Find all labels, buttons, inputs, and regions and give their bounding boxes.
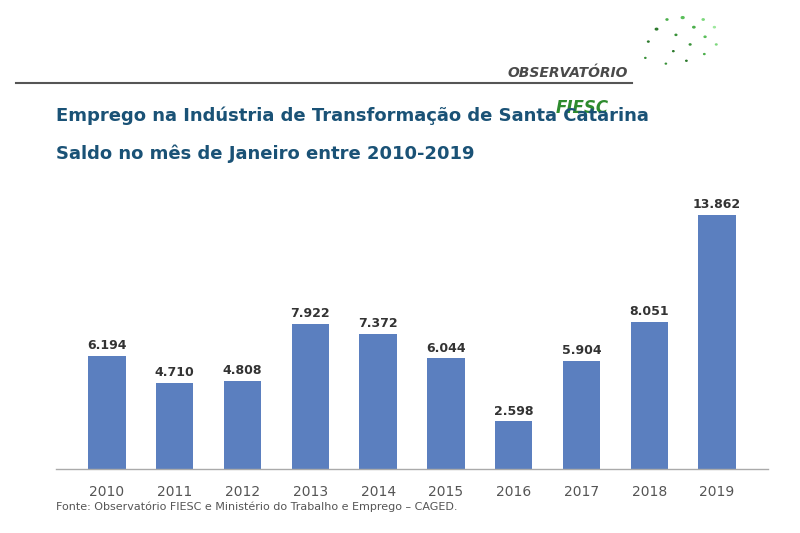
Circle shape xyxy=(647,41,649,42)
Circle shape xyxy=(686,60,687,61)
Circle shape xyxy=(655,28,658,30)
Circle shape xyxy=(702,19,704,20)
Text: 6.044: 6.044 xyxy=(426,342,466,354)
Bar xyxy=(156,383,194,469)
Text: 8.051: 8.051 xyxy=(630,305,669,318)
Text: Emprego na Indústria de Transformação de Santa Catarina: Emprego na Indústria de Transformação de… xyxy=(56,107,649,125)
Circle shape xyxy=(673,51,674,52)
Bar xyxy=(427,358,465,469)
Text: 5.904: 5.904 xyxy=(562,344,602,357)
Text: 7.372: 7.372 xyxy=(358,317,398,330)
Circle shape xyxy=(714,27,715,28)
Bar xyxy=(630,321,668,469)
Text: 4.710: 4.710 xyxy=(155,366,194,379)
Bar xyxy=(292,324,329,469)
Text: 6.194: 6.194 xyxy=(87,339,126,352)
Text: 13.862: 13.862 xyxy=(693,198,741,212)
Circle shape xyxy=(693,27,695,28)
Bar xyxy=(224,381,261,469)
Circle shape xyxy=(682,17,684,19)
Text: 7.922: 7.922 xyxy=(290,307,330,320)
Bar xyxy=(698,215,736,469)
Circle shape xyxy=(690,44,691,45)
Circle shape xyxy=(704,36,706,37)
Circle shape xyxy=(666,19,668,20)
Circle shape xyxy=(715,44,717,45)
Text: 2.598: 2.598 xyxy=(494,405,534,418)
Bar xyxy=(359,334,397,469)
Bar xyxy=(88,356,126,469)
Bar xyxy=(495,422,532,469)
Text: OBSERVATÓRIO: OBSERVATÓRIO xyxy=(508,66,628,80)
Circle shape xyxy=(675,34,677,36)
Bar xyxy=(563,361,600,469)
Text: Fonte: Observatório FIESC e Ministério do Trabalho e Emprego – CAGED.: Fonte: Observatório FIESC e Ministério d… xyxy=(56,501,458,512)
Text: Saldo no mês de Janeiro entre 2010-2019: Saldo no mês de Janeiro entre 2010-2019 xyxy=(56,145,474,164)
Text: FIESC: FIESC xyxy=(556,99,609,117)
Text: 4.808: 4.808 xyxy=(223,364,262,377)
